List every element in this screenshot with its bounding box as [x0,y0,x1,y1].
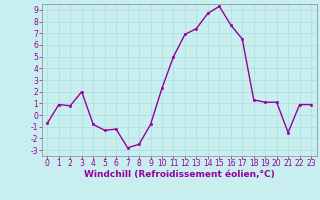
X-axis label: Windchill (Refroidissement éolien,°C): Windchill (Refroidissement éolien,°C) [84,170,275,179]
